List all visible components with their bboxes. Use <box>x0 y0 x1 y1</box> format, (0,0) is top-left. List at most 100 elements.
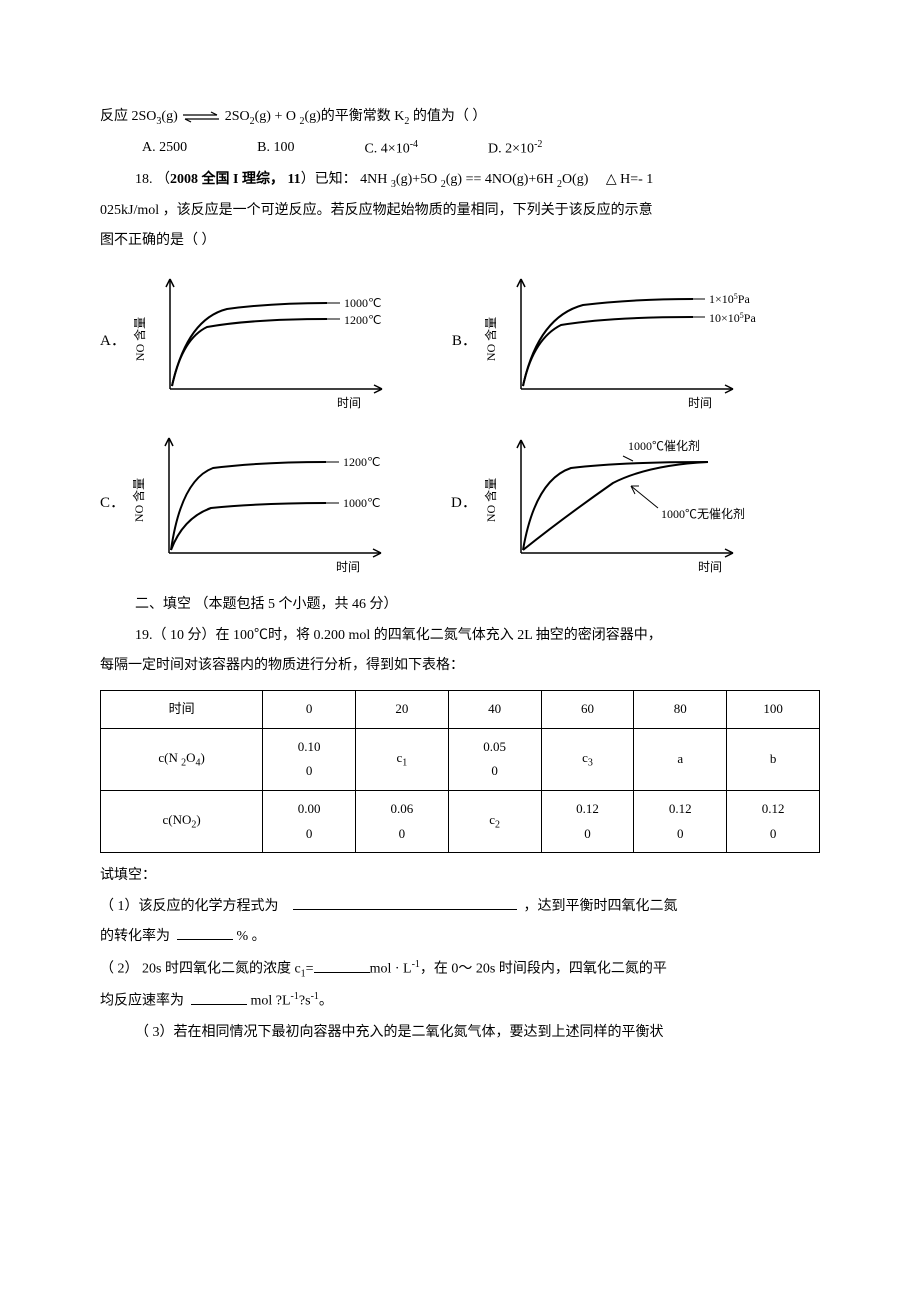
text: c(N <box>158 750 181 765</box>
td: c3 <box>541 728 634 790</box>
sup: -1 <box>412 959 420 970</box>
text: （ 1）该反应的化学方程式为 <box>100 899 279 914</box>
th-time: 时间 <box>101 690 263 728</box>
text: 的值为（ ） <box>409 109 486 124</box>
chart-A-lower-label: 1200℃ <box>344 313 381 327</box>
th: 20 <box>355 690 448 728</box>
q19-intro1: 19.（ 10 分）在 100℃时，将 0.200 mol 的四氧化二氮气体充入… <box>100 623 820 650</box>
option-b: B. 100 <box>257 135 294 163</box>
q17-options: A. 2500 B. 100 C. 4×10-4 D. 2×10-2 <box>142 135 820 163</box>
text: mol · L <box>370 962 412 977</box>
text: = <box>306 962 314 977</box>
svg-text:NO 含量: NO 含量 <box>483 317 498 361</box>
chart-row-2: C． NO 含量 时间 1200℃ 1000℃ D． NO 含量 时间 <box>100 428 820 578</box>
section-2-heading: 二、填空 （本题包括 5 个小题，共 46 分） <box>100 592 820 619</box>
td: 0.060 <box>355 790 448 852</box>
blank-c1 <box>314 957 370 972</box>
text: (g)的平衡常数 K <box>304 109 404 124</box>
footer-spacer <box>100 1050 820 1110</box>
chart-B-svg: NO 含量 时间 1×105Pa 10×105Pa <box>483 269 783 414</box>
svg-text:10×105Pa: 10×105Pa <box>709 311 756 326</box>
svg-text:时间: 时间 <box>336 560 360 574</box>
chart-row-1: A． NO 含量 时间 1000℃ 1200℃ B． NO 含量 时间 <box>100 269 820 414</box>
option-a: A. 2500 <box>142 135 187 163</box>
text: mol ?L <box>251 994 291 1009</box>
text: D. 2×10 <box>488 141 534 156</box>
chart-A: A． NO 含量 时间 1000℃ 1200℃ <box>100 269 412 414</box>
th: 100 <box>727 690 820 728</box>
table-row-header: 时间 0 20 40 60 80 100 <box>101 690 820 728</box>
text: ，达到平衡时四氧化二氮 <box>524 899 678 914</box>
chart-D: D． NO 含量 时间 1000℃催化剂 1000℃无催化剂 <box>451 428 793 578</box>
svg-text:1000℃无催化剂: 1000℃无催化剂 <box>661 506 745 521</box>
chart-D-svg: NO 含量 时间 1000℃催化剂 1000℃无催化剂 <box>483 428 793 578</box>
text: % 。 <box>237 929 266 944</box>
svg-text:1000℃催化剂: 1000℃催化剂 <box>628 438 700 453</box>
th: 60 <box>541 690 634 728</box>
chart-C-svg: NO 含量 时间 1200℃ 1000℃ <box>131 428 411 578</box>
text: (g) <box>161 109 181 124</box>
td: 0.000 <box>263 790 356 852</box>
th: 80 <box>634 690 727 728</box>
table-row: c(NO2) 0.000 0.060 c2 0.120 0.120 0.120 <box>101 790 820 852</box>
svg-text:时间: 时间 <box>337 396 361 410</box>
table-row: c(N 2O4) 0.100 c1 0.050 c3 a b <box>101 728 820 790</box>
q18-line3: 图不正确的是（ ） <box>100 228 820 255</box>
q19-table: 时间 0 20 40 60 80 100 c(N 2O4) 0.100 c1 0… <box>100 690 820 853</box>
svg-text:1200℃: 1200℃ <box>343 455 380 469</box>
svg-text:时间: 时间 <box>688 396 712 410</box>
td: 0.120 <box>634 790 727 852</box>
text: （ 2） 20s 时四氧化二氮的浓度 c <box>100 962 301 977</box>
text: 2SO <box>225 109 250 124</box>
reversible-arrow-icon <box>181 110 221 124</box>
text: c(NO <box>162 812 191 827</box>
q19-fillin-label: 试填空： <box>100 863 820 890</box>
text: ) <box>196 812 200 827</box>
text: (g) + O <box>255 109 300 124</box>
q18-source-bold: 2008 全国 I 理综， 11 <box>170 172 301 187</box>
text: ) <box>200 750 204 765</box>
q18-line2: 025kJ/mol ，该反应是一个可逆反应。若反应物起始物质的量相同，下列关于该… <box>100 198 820 225</box>
td: 0.100 <box>263 728 356 790</box>
blank-rate <box>177 925 233 940</box>
q18-line1: 18. （2008 全国 I 理综， 11）已知： 4NH 3(g)+5O 2(… <box>100 167 820 194</box>
text: (g)+5O <box>396 172 441 187</box>
td: b <box>727 728 820 790</box>
q19-part1-line1: （ 1）该反应的化学方程式为 ，达到平衡时四氧化二氮 <box>100 894 820 921</box>
td: 0.050 <box>448 728 541 790</box>
td: 0.120 <box>727 790 820 852</box>
td-label: c(N 2O4) <box>101 728 263 790</box>
chart-label-D: D． <box>451 489 477 518</box>
text: 均反应速率为 <box>100 994 184 1009</box>
td: c2 <box>448 790 541 852</box>
chart-A-svg: NO 含量 时间 1000℃ 1200℃ <box>132 269 412 414</box>
q19-intro2: 每隔一定时间对该容器内的物质进行分析，得到如下表格： <box>100 653 820 680</box>
chart-label-C: C． <box>100 489 125 518</box>
td: c1 <box>355 728 448 790</box>
q19-part2-line2: 均反应速率为 mol ?L-1?s-1。 <box>100 987 820 1015</box>
td: a <box>634 728 727 790</box>
svg-text:NO 含量: NO 含量 <box>132 317 147 361</box>
sup: -1 <box>291 991 299 1002</box>
svg-text:1×105Pa: 1×105Pa <box>709 292 750 307</box>
text: 。 <box>319 994 333 1009</box>
text: O(g) <box>562 172 588 187</box>
th: 40 <box>448 690 541 728</box>
blank-speed <box>191 990 247 1005</box>
svg-text:1000℃: 1000℃ <box>343 496 380 510</box>
option-d: D. 2×10-2 <box>488 135 542 163</box>
chart-C: C． NO 含量 时间 1200℃ 1000℃ <box>100 428 411 578</box>
svg-text:NO 含量: NO 含量 <box>131 478 146 522</box>
sup: -1 <box>311 991 319 1002</box>
text: ?s <box>299 994 311 1009</box>
text: 反应 2SO <box>100 109 156 124</box>
svg-text:NO 含量: NO 含量 <box>483 478 498 522</box>
text: ）已知： 4NH <box>301 172 391 187</box>
q19-part1-line2: 的转化率为 % 。 <box>100 924 820 951</box>
q19-part2-line1: （ 2） 20s 时四氧化二氮的浓度 c1=mol · L-1，在 0～ 20s… <box>100 955 820 983</box>
chart-B: B． NO 含量 时间 1×105Pa 10×105Pa <box>452 269 783 414</box>
td: 0.120 <box>541 790 634 852</box>
chart-label-B: B． <box>452 327 477 356</box>
svg-text:时间: 时间 <box>698 560 722 574</box>
chart-label-A: A． <box>100 327 126 356</box>
